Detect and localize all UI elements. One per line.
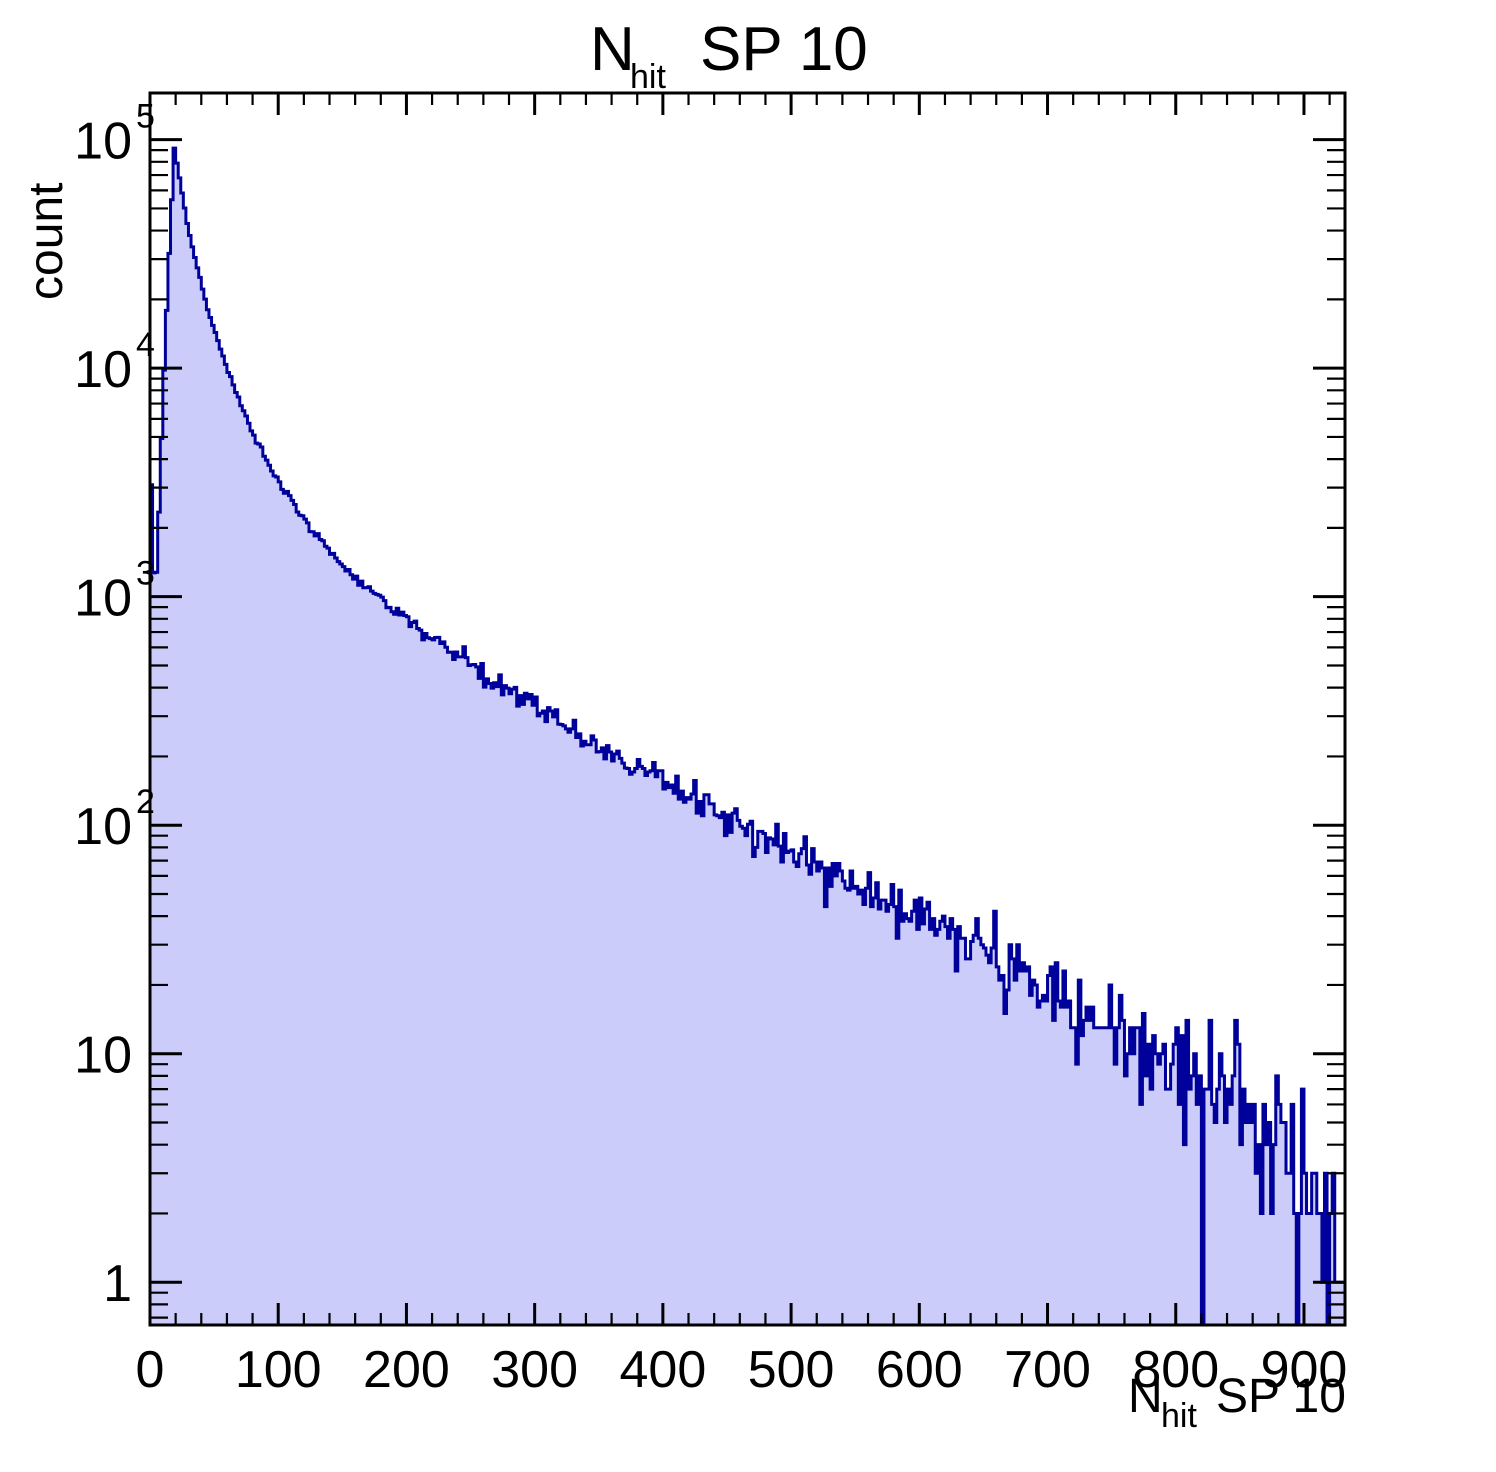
x-tick-label: 600 [876,1341,963,1399]
x-axis-title: N hit SP 10 [1128,1370,1346,1435]
x-tick-label: 800 [1132,1341,1219,1399]
plot-title-subscript: hit [630,58,666,96]
y-tick-label: 10 4 [74,326,155,399]
x-axis-title-subscript: hit [1161,1397,1197,1435]
x-tick-label: 400 [619,1341,706,1399]
x-tick-label: 700 [1004,1341,1091,1399]
svg-text:3: 3 [136,555,155,593]
x-axis-title-rest: SP 10 [1216,1370,1346,1423]
plot-frame [148,91,1347,1327]
y-tick-label: 10 [74,1027,132,1085]
svg-text:2: 2 [136,783,155,821]
svg-text:10: 10 [74,113,132,171]
svg-text:10: 10 [74,798,132,856]
svg-text:10: 10 [74,570,132,628]
y-tick-label: 10 5 [74,98,155,171]
plot-title: N hit SP 10 [590,15,868,96]
svg-text:4: 4 [136,326,155,364]
svg-text:5: 5 [136,98,155,136]
x-tick-label: 500 [748,1341,835,1399]
histogram-fill [150,148,1345,1325]
histogram-outline [148,146,1347,1327]
x-tick-label: 200 [363,1341,450,1399]
svg-text:1: 1 [103,1255,132,1313]
y-tick-label: 1 [103,1255,132,1313]
x-tick-label: 300 [491,1341,578,1399]
axis-ticks [148,93,1345,1325]
plot-title-rest: SP 10 [700,15,868,84]
y-tick-label: 10 3 [74,555,155,628]
svg-text:10: 10 [74,1027,132,1085]
y-axis-title: count [20,183,73,300]
x-tick-label: 0 [136,1341,165,1399]
x-tick-label: 100 [235,1341,322,1399]
svg-text:10: 10 [74,341,132,399]
y-tick-label: 10 2 [74,783,155,856]
plot-title-base: N [590,15,635,84]
x-axis-title-base: N [1128,1370,1163,1423]
x-axis-tick-labels: 0 100 200 300 400 500 600 700 800 900 [136,1341,1348,1399]
x-tick-label: 900 [1261,1341,1348,1399]
